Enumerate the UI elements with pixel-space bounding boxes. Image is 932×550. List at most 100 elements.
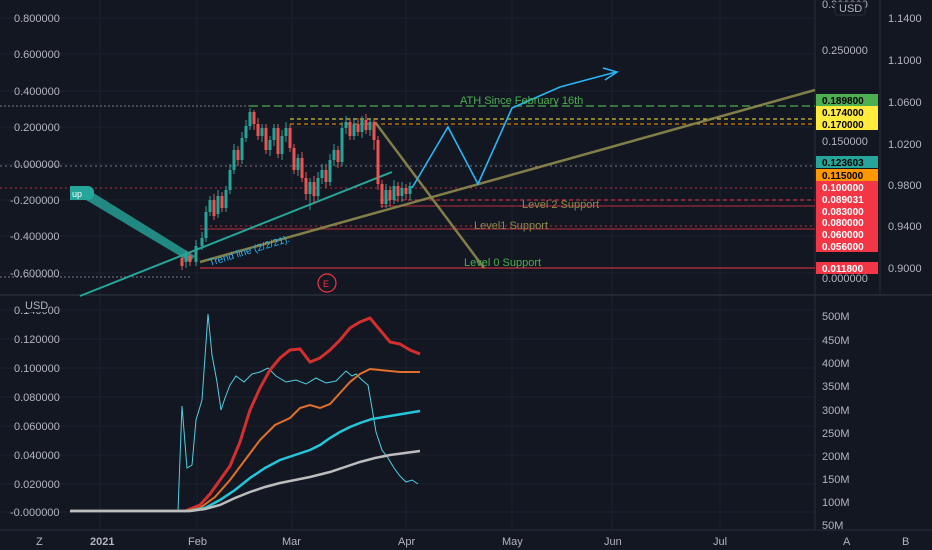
left-axis-label: 0.600000: [14, 49, 60, 61]
level0-label[interactable]: Level 0 Support: [464, 257, 541, 269]
candle: [328, 154, 332, 186]
candle: [392, 180, 396, 204]
candle: [388, 186, 392, 206]
indicator-gray: [70, 449, 421, 513]
price-tag: 0.123603: [816, 156, 878, 169]
olive-descending-line[interactable]: [373, 121, 486, 269]
candle: [372, 118, 376, 150]
left-axis-label: -0.400000: [10, 231, 60, 243]
candle: [184, 250, 188, 268]
left-axis-label: 0.020000: [14, 479, 60, 491]
candle: [236, 146, 240, 166]
channel-band[interactable]: [70, 188, 195, 262]
candle: [364, 114, 368, 134]
price-tag: 0.100000: [816, 181, 878, 194]
candle: [200, 232, 204, 250]
level2-label[interactable]: Level 2 Support: [522, 199, 599, 211]
level1-label[interactable]: Level1 Support: [474, 220, 548, 232]
far-right-axis[interactable]: 1.1400 1.1000 1.0600 1.0200 0.9800 0.940…: [888, 13, 922, 275]
volume-axis-label: 450M: [822, 335, 850, 347]
candle: [368, 118, 372, 136]
price-tag: 0.060000: [816, 228, 878, 241]
price-tag-label: 0.083000: [822, 207, 864, 218]
event-marker-label: E: [323, 279, 329, 289]
price-tag-label: 0.115000: [822, 171, 864, 182]
ath-label[interactable]: ATH Since February 16th: [460, 95, 583, 107]
indicator-red: [70, 316, 421, 513]
far-axis-label: 1.1000: [888, 55, 922, 67]
candle: [188, 252, 192, 266]
time-axis[interactable]: Z 2021 Feb Mar Apr May Jun Jul A B: [36, 536, 909, 548]
volume-axis[interactable]: 500M 450M 400M 350M 300M 250M 200M 150M …: [822, 311, 850, 532]
far-axis-label: 1.0200: [888, 139, 922, 151]
indicator-orange: [70, 367, 420, 512]
price-tag: 0.189800: [816, 94, 878, 107]
far-axis-label: 1.1400: [888, 13, 922, 25]
candle: [396, 182, 400, 202]
currency-top-label: USD: [839, 3, 862, 15]
price-tag: 0.011800: [816, 262, 878, 275]
candle: [404, 184, 408, 200]
price-tag: 0.170000: [816, 118, 878, 131]
volume-axis-label: 350M: [822, 381, 850, 393]
price-tag: 0.083000: [816, 205, 878, 218]
volume-axis-label: 300M: [822, 405, 850, 417]
price-tag-label: 0.170000: [822, 120, 864, 131]
currency-top-box[interactable]: [834, 1, 866, 16]
olive-trend-line[interactable]: [199, 88, 816, 264]
volume-axis-label: 200M: [822, 451, 850, 463]
far-axis-label: 0.9800: [888, 180, 922, 192]
candle: [216, 190, 220, 218]
candle: [252, 110, 256, 130]
uptrend-line[interactable]: [79, 171, 393, 297]
event-marker-icon[interactable]: [317, 273, 337, 293]
left-axis-top[interactable]: 0.800000 0.600000 0.400000 0.200000 0.00…: [10, 13, 60, 280]
candle: [240, 132, 244, 164]
left-axis-label: 0.200000: [14, 122, 60, 134]
time-axis-label: May: [502, 536, 523, 548]
left-axis-label: 0.080000: [14, 392, 60, 404]
candle: [264, 124, 268, 154]
candle: [316, 172, 320, 200]
candle: [260, 124, 264, 142]
candle: [212, 194, 216, 220]
far-axis-label: 0.9400: [888, 221, 922, 233]
mid-axis-label: 0.250000: [822, 45, 868, 57]
projection-path[interactable]: [411, 71, 617, 189]
left-axis-label: 0.120000: [14, 334, 60, 346]
left-badge-label: up: [72, 189, 82, 199]
candle: [204, 206, 208, 242]
price-tag-label: 0.060000: [822, 230, 864, 241]
far-axis-label: 1.0600: [888, 97, 922, 109]
left-axis-label: 0.100000: [14, 363, 60, 375]
left-axis-label: 0.800000: [14, 13, 60, 25]
candle: [248, 108, 252, 130]
candle: [304, 172, 308, 200]
left-axis-label: 0.060000: [14, 421, 60, 433]
left-axis-label: 0.400000: [14, 86, 60, 98]
volume-axis-label: 50M: [822, 520, 843, 532]
candle: [324, 164, 328, 188]
candle: [340, 122, 344, 166]
time-axis-label: Apr: [398, 536, 415, 548]
mid-axis-label: 0.000000: [822, 273, 868, 285]
indicator-cyan-thin: [70, 313, 419, 512]
time-axis-label: Mar: [282, 536, 301, 548]
auto-scale-icon[interactable]: A: [843, 536, 851, 548]
candle: [384, 184, 388, 208]
left-axis-label: -0.200000: [10, 195, 60, 207]
candle: [284, 122, 288, 142]
price-tag: 0.056000: [816, 240, 878, 253]
candle: [220, 192, 224, 212]
left-badge[interactable]: [70, 186, 94, 200]
time-axis-label: 2021: [90, 536, 114, 548]
log-scale-icon[interactable]: B: [902, 536, 909, 548]
volume-axis-label: 100M: [822, 497, 850, 509]
candle: [256, 118, 260, 140]
candle: [332, 144, 336, 166]
scale-z-icon[interactable]: Z: [36, 536, 43, 548]
candle: [360, 116, 364, 138]
grid: [0, 0, 815, 530]
